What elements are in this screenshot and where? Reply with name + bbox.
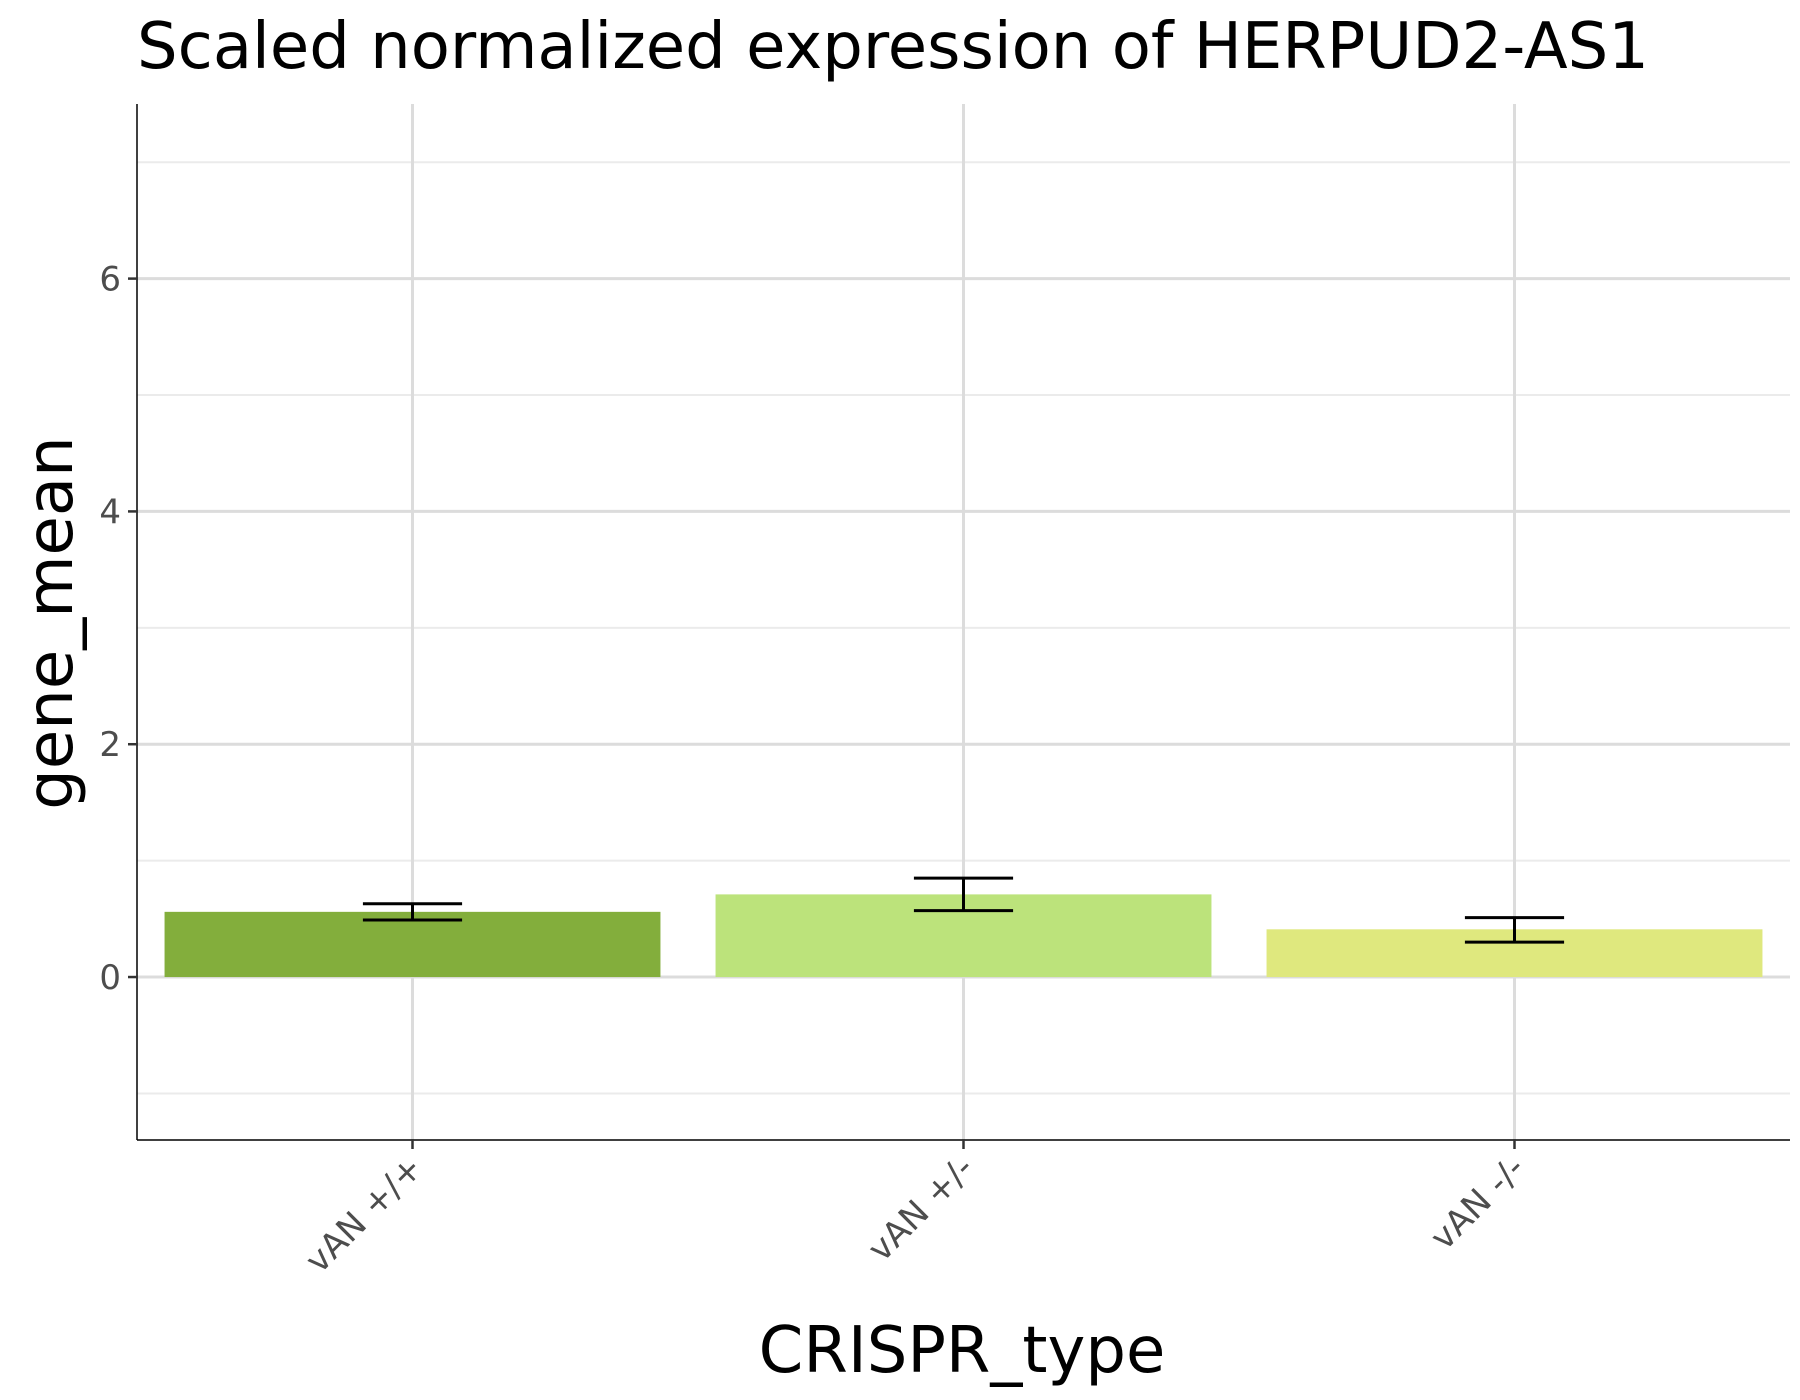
x-tick-label: vAN -/- xyxy=(1423,1148,1533,1258)
bar-1 xyxy=(164,911,661,978)
x-tick-label: vAN +/- xyxy=(860,1148,982,1270)
chart-title: Scaled normalized expression of HERPUD2-… xyxy=(137,10,1649,84)
y-tick-label: 2 xyxy=(99,725,121,765)
y-tick-label: 6 xyxy=(99,260,121,300)
error-bars xyxy=(362,876,1565,944)
x-tick-label: vAN +/+ xyxy=(298,1148,431,1281)
y-axis-title: gene_mean xyxy=(14,436,88,809)
y-tick-label: 0 xyxy=(99,958,121,998)
x-axis-title: CRISPR_type xyxy=(759,1314,1166,1388)
y-tick-label: 4 xyxy=(99,492,121,532)
bars xyxy=(164,894,1763,978)
grid xyxy=(137,104,1790,1140)
axes: 0 2 4 6 vAN +/+ vAN +/- vAN -/- xyxy=(99,104,1790,1281)
